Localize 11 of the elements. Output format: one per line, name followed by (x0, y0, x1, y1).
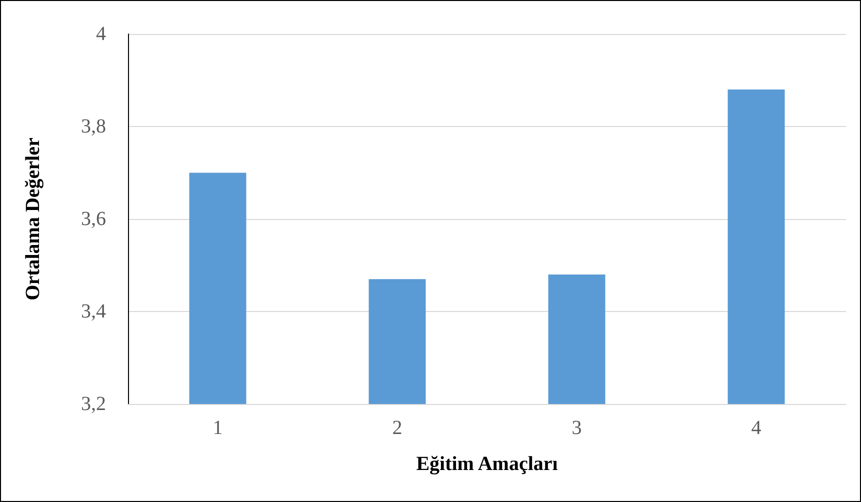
y-tick-label: 3,6 (81, 208, 106, 230)
y-tick-label: 3,8 (81, 116, 106, 138)
x-tick-label: 3 (572, 417, 582, 439)
y-tick-label: 4 (96, 23, 106, 45)
x-axis-title: Eğitim Amaçları (416, 453, 558, 475)
x-tick-label: 1 (212, 417, 223, 439)
x-tick-label: 2 (392, 417, 402, 439)
x-tick-label: 4 (751, 417, 762, 439)
y-tick-label: 3,4 (81, 300, 106, 322)
y-axis-title: Ortalama Değerler (22, 138, 44, 300)
y-tick-label: 3,2 (81, 393, 106, 415)
